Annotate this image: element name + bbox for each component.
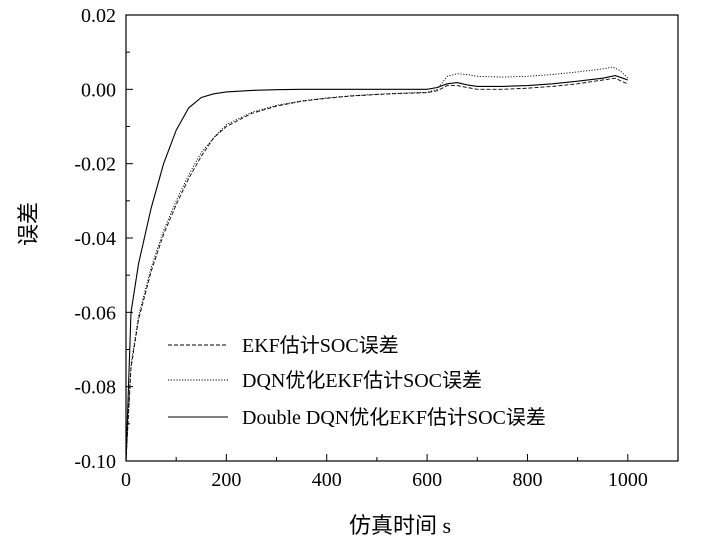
y-tick-label: -0.04 (74, 228, 116, 250)
x-tick-label: 400 (312, 469, 342, 491)
series-line-1 (125, 77, 628, 462)
x-tick-label: 200 (211, 469, 241, 491)
legend-label-1: EKF估计SOC误差 (242, 334, 399, 357)
series-line-3 (125, 75, 628, 462)
x-axis-ticks: 0 200 400 600 800 1000 (121, 454, 648, 491)
x-tick-label: 600 (412, 469, 442, 491)
y-tick-label: -0.02 (74, 154, 116, 176)
plot-frame (125, 14, 679, 462)
legend-label-3: Double DQN优化EKF估计SOC误差 (242, 406, 546, 429)
y-tick-label: 0.02 (81, 5, 116, 27)
plot-border (125, 14, 679, 462)
x-tick-label: 0 (121, 469, 131, 491)
legend: EKF估计SOC误差 DQN优化EKF估计SOC误差 Double DQN优化EKF… (168, 334, 546, 429)
y-tick-label: -0.10 (74, 451, 116, 473)
y-axis-title: 误差 (16, 202, 41, 246)
y-tick-label: 0.00 (81, 79, 116, 101)
y-axis-ticks: 0.02 0.00 -0.02 -0.04 -0.06 -0.08 -0.10 (74, 5, 133, 473)
x-tick-label: 800 (512, 469, 542, 491)
series-layer (125, 66, 629, 462)
x-axis-title: 仿真时间 s (349, 513, 451, 538)
legend-label-2: DQN优化EKF估计SOC误差 (242, 369, 482, 392)
y-tick-label: -0.06 (74, 302, 116, 324)
x-tick-label: 1000 (608, 469, 648, 491)
y-tick-label: -0.08 (74, 377, 116, 399)
series-line-2 (125, 66, 629, 462)
